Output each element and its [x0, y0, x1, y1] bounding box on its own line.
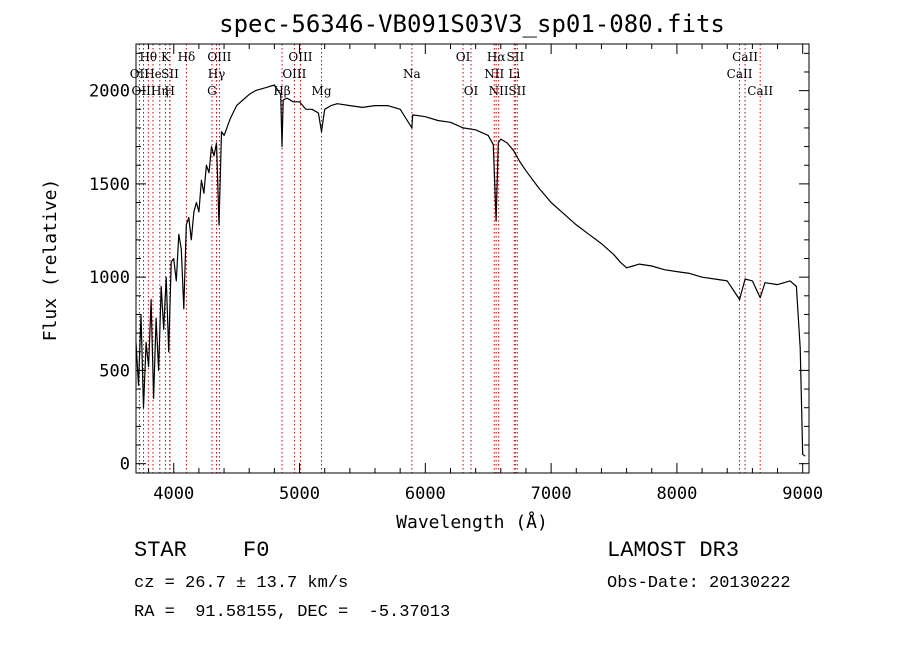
class-label: STAR	[134, 538, 187, 563]
line-label: OIII	[282, 67, 306, 81]
line-label: G	[207, 84, 217, 98]
y-tick-label: 1500	[89, 175, 130, 195]
line-label: Hα	[487, 50, 506, 64]
line-label: OIII	[207, 50, 231, 64]
line-label: Hθ	[139, 50, 157, 64]
line-label: OII	[130, 67, 150, 81]
plot-frame	[135, 43, 810, 474]
emission-line-markers	[138, 44, 761, 473]
line-label: OI	[456, 50, 471, 64]
line-label: Mg	[312, 84, 332, 98]
line-label: SII	[508, 84, 526, 98]
line-label: CaII	[727, 67, 753, 81]
chart-title: spec-56346-VB091S03V3_sp01-080.fits	[219, 10, 725, 38]
line-label: CaII	[747, 84, 773, 98]
line-label: Hβ	[273, 84, 290, 98]
redshift-readout: cz = 26.7 ± 13.7 km/s	[134, 574, 349, 593]
x-tick-label: 8000	[656, 484, 697, 504]
line-label: Hγ	[208, 67, 226, 81]
x-axis: 4000 5000 6000 7000 8000 9000	[148, 44, 823, 504]
line-label: K	[161, 50, 171, 64]
x-axis-label: Wavelength (Å)	[396, 511, 548, 533]
y-tick-label: 1000	[89, 268, 130, 288]
line-label: He	[144, 67, 162, 81]
y-tick-label: 0	[120, 455, 130, 475]
line-label: CaII	[732, 50, 758, 64]
x-tick-label: 4000	[153, 484, 194, 504]
line-label: SII	[507, 50, 525, 64]
line-label: NII	[484, 67, 504, 81]
y-tick-label: 2000	[89, 82, 130, 102]
line-label: OI	[464, 84, 479, 98]
line-label: NII	[489, 84, 509, 98]
obs-date: Obs-Date: 20130222	[607, 574, 791, 593]
x-tick-label: 7000	[531, 484, 572, 504]
line-labels: Hθ OII OIII He K Hη SII H Hδ OIII Hγ G OIII OIII Hβ Mg N…	[130, 50, 774, 98]
x-tick-label: 6000	[405, 484, 446, 504]
y-axis-label: Flux (relative)	[40, 179, 61, 342]
x-tick-label: 9000	[782, 484, 823, 504]
y-axis: 0 500 1000 1500 2000	[89, 52, 809, 475]
line-label: Li	[508, 67, 520, 81]
spectrum-line	[135, 84, 806, 457]
line-label: Na	[403, 67, 421, 81]
line-label: OIII	[288, 50, 312, 64]
x-tick-label: 5000	[279, 484, 320, 504]
survey-label: LAMOST DR3	[607, 538, 740, 563]
line-label: H	[164, 84, 174, 98]
subclass-label: F0	[243, 538, 270, 563]
spectrum-chart: spec-56346-VB091S03V3_sp01-080.fits 4000…	[40, 10, 823, 533]
coordinates: RA = 91.58155, DEC = -5.37013	[134, 603, 451, 622]
line-label: SII	[161, 67, 179, 81]
y-tick-label: 500	[99, 361, 130, 381]
line-label: Hη	[151, 84, 169, 98]
line-label: Hδ	[178, 50, 196, 64]
line-label: OIII	[132, 84, 156, 98]
